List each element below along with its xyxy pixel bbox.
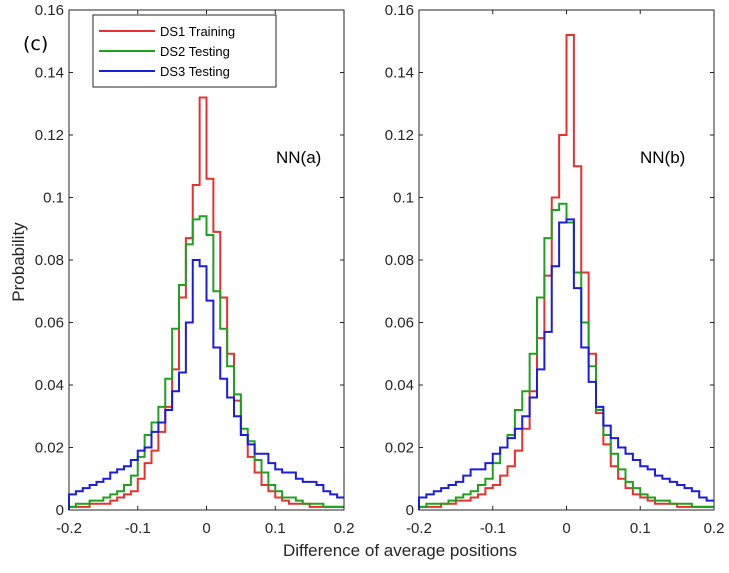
y-tick-label: 0.16 — [385, 2, 414, 19]
x-tick-label: 0 — [202, 520, 210, 537]
y-tick-label: 0 — [56, 502, 64, 519]
legend-entry-ds1-training: DS1 Training — [160, 24, 235, 39]
panel-label: (c) — [23, 33, 48, 55]
x-tick-label: -0.1 — [480, 520, 506, 537]
y-tick-label: 0.16 — [35, 2, 64, 19]
series-line-ds1-training — [68, 96, 344, 510]
panel-annotation-nn-b: NN(b) — [640, 148, 685, 167]
series-line-ds2-testing — [418, 202, 714, 510]
x-tick-label: 0.2 — [704, 520, 725, 537]
y-tick-label: 0.1 — [43, 190, 64, 207]
x-tick-label: -0.2 — [406, 520, 432, 537]
panel-annotation-nn-a: NN(a) — [276, 148, 321, 167]
y-tick-label: 0.06 — [35, 315, 64, 332]
y-tick-label: 0.02 — [385, 440, 414, 457]
y-tick-label: 0 — [406, 502, 414, 519]
histogram-panel-nn-b: 0 0.02 0.04 0.06 0.08 0.1 0.12 0.14 0.16 -0.2 -0.1… — [385, 2, 725, 537]
series-line-ds1-training — [418, 34, 714, 510]
series-line-ds2-testing — [68, 215, 344, 510]
y-tick-label: 0.14 — [35, 65, 64, 82]
y-tick-label: 0.02 — [35, 440, 64, 457]
y-tick-label: 0.08 — [385, 252, 414, 269]
series-line-ds3-testing — [418, 218, 714, 510]
y-tick-label: 0.12 — [35, 127, 64, 144]
x-tick-label: 0.1 — [630, 520, 651, 537]
y-tick-label: 0.1 — [393, 190, 414, 207]
y-tick-label: 0.12 — [385, 127, 414, 144]
legend: DS1 Training DS2 Testing DS3 Testing — [92, 14, 277, 88]
legend-entry-ds3-testing: DS3 Testing — [160, 64, 230, 79]
histogram-panel-nn-a: 0 0.02 0.04 0.06 0.08 0.1 0.12 0.14 0.16 -0.2 -0.1… — [35, 2, 355, 537]
y-tick-label: 0.08 — [35, 252, 64, 269]
y-axis-title: Probability — [9, 222, 28, 302]
x-axis-title: Difference of average positions — [283, 541, 517, 560]
x-tick-label: 0.1 — [265, 520, 286, 537]
x-tick-label: -0.1 — [125, 520, 151, 537]
y-tick-label: 0.04 — [385, 377, 414, 394]
x-tick-label: -0.2 — [56, 520, 82, 537]
y-tick-label: 0.04 — [35, 377, 64, 394]
legend-entry-ds2-testing: DS2 Testing — [160, 44, 230, 59]
y-tick-label: 0.14 — [385, 65, 414, 82]
x-tick-label: 0 — [562, 520, 570, 537]
y-tick-label: 0.06 — [385, 315, 414, 332]
series-line-ds3-testing — [68, 259, 344, 510]
x-tick-label: 0.2 — [334, 520, 355, 537]
